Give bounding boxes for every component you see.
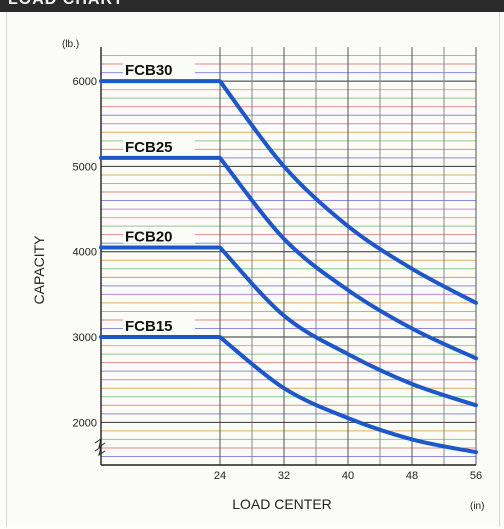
y-tick-label: 3000: [73, 332, 97, 344]
series-line: [99, 79, 478, 305]
x-tick-label: 32: [278, 470, 290, 482]
axis-break-mark: [94, 437, 106, 449]
vertical-grid: [219, 47, 477, 465]
y-tick-label: 4000: [73, 247, 97, 259]
series-label: FCB30: [125, 62, 173, 79]
series-label: FCB25: [125, 139, 173, 156]
x-tick-label: 48: [406, 470, 418, 482]
header-title: LOAD CHART: [8, 0, 124, 9]
y-axis-title: CAPACITY: [31, 235, 47, 305]
header-band: LOAD CHART: [0, 0, 504, 12]
series-labels: FCB30 FCB25 FCB20 FCB15: [123, 61, 195, 335]
x-tick-label: 24: [214, 470, 226, 482]
y-tick-label: 5000: [73, 161, 97, 173]
x-tick-label: 40: [342, 470, 354, 482]
horizontal-grid: [101, 55, 476, 457]
y-tick-label: 2000: [73, 417, 97, 429]
axis-break-icon: [94, 437, 106, 457]
series-line: [99, 245, 478, 408]
x-axis-title: LOAD CENTER: [232, 496, 332, 512]
series-line: [99, 335, 478, 455]
axes: [100, 47, 476, 466]
x-tick-label: 56: [470, 470, 482, 482]
series-label-bg: [123, 317, 195, 334]
axis-break-mark: [94, 445, 106, 457]
series-label: FCB20: [125, 228, 173, 245]
y-axis-unit: (lb.): [62, 39, 79, 50]
tick-labels: 2000 3000 4000 5000 6000 24 32 40 48 56: [73, 76, 483, 482]
x-axis-unit: (in): [470, 501, 484, 512]
series-lines: [99, 79, 478, 455]
series-label-bg: [123, 137, 195, 154]
y-tick-label: 6000: [73, 76, 97, 88]
series-label-bg: [123, 227, 195, 244]
series-label-bg: [123, 61, 195, 78]
series-line: [99, 155, 478, 361]
series-label: FCB15: [125, 318, 173, 335]
